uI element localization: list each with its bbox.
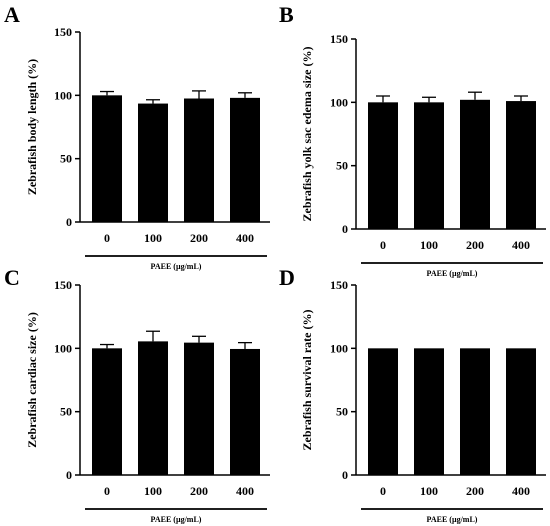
y-tick-label: 50 — [60, 405, 72, 419]
x-tick-label: 100 — [420, 238, 438, 252]
y-tick-label: 50 — [336, 405, 348, 419]
bar — [230, 348, 260, 475]
x-tick-label: 200 — [190, 231, 208, 245]
bar — [414, 348, 444, 475]
panel-b: B 0 50 100 150 Zebrafish yolk sac edema size… — [275, 0, 550, 278]
bar — [184, 98, 214, 222]
y-tick-label: 100 — [330, 95, 348, 109]
y-tick-label: 0 — [342, 468, 348, 482]
bar — [230, 97, 260, 222]
panel-label: B — [279, 2, 294, 27]
bar — [460, 348, 490, 475]
x-tick-label: 400 — [236, 484, 254, 498]
y-tick-label: 150 — [54, 25, 72, 39]
x-axis-title: PAEE (µg/mL) — [151, 515, 202, 524]
y-tick-label: 0 — [66, 468, 72, 482]
y-tick-label: 50 — [60, 152, 72, 166]
y-tick-label: 150 — [330, 278, 348, 292]
x-tick-label: 0 — [104, 231, 110, 245]
panel-d: D 0 50 100 150 Zebrafish survival rate (%) 0 1… — [275, 263, 550, 526]
bar — [368, 348, 398, 475]
y-tick-label: 150 — [330, 32, 348, 46]
x-tick-label: 0 — [380, 238, 386, 252]
panel-label: D — [279, 265, 295, 290]
bar-chart: 0 50 100 150 Zebrafish cardiac size (%) 0 100 2… — [25, 278, 270, 524]
y-tick-label: 50 — [336, 159, 348, 173]
y-tick-label: 100 — [330, 341, 348, 355]
bar-chart: 0 50 100 150 Zebrafish body length (%) 0 100 20… — [25, 25, 270, 271]
y-tick-label: 0 — [66, 215, 72, 229]
bar-chart: 0 50 100 150 Zebrafish survival rate (%) 0 100… — [300, 278, 546, 524]
x-tick-label: 400 — [512, 484, 530, 498]
y-tick-label: 100 — [54, 341, 72, 355]
bar — [138, 103, 168, 222]
bar — [92, 348, 122, 475]
bar — [414, 102, 444, 229]
x-tick-label: 100 — [144, 484, 162, 498]
bar — [138, 341, 168, 475]
x-axis-title: PAEE (µg/mL) — [427, 269, 478, 278]
x-tick-label: 200 — [190, 484, 208, 498]
y-axis-title: Zebrafish body length (%) — [25, 59, 39, 195]
x-tick-label: 0 — [104, 484, 110, 498]
y-tick-label: 100 — [54, 88, 72, 102]
x-axis-title: PAEE (µg/mL) — [427, 515, 478, 524]
x-tick-label: 200 — [466, 484, 484, 498]
x-tick-label: 100 — [144, 231, 162, 245]
x-tick-label: 0 — [380, 484, 386, 498]
x-tick-label: 100 — [420, 484, 438, 498]
x-tick-label: 400 — [236, 231, 254, 245]
panel-label: A — [4, 2, 20, 27]
bar — [184, 342, 214, 475]
panel-a: A 0 50 100 150 Zebrafish body length (%) 0 100… — [0, 0, 275, 271]
y-axis-title: Zebrafish yolk sac edema size (%) — [300, 47, 314, 222]
bar — [506, 348, 536, 475]
panel-label: C — [4, 265, 20, 290]
bar — [506, 101, 536, 229]
x-tick-label: 400 — [512, 238, 530, 252]
bar — [368, 102, 398, 229]
y-tick-label: 150 — [54, 278, 72, 292]
y-axis-title: Zebrafish cardiac size (%) — [25, 312, 39, 448]
bar-chart: 0 50 100 150 Zebrafish yolk sac edema size (… — [300, 32, 546, 278]
bar — [460, 99, 490, 229]
y-axis-title: Zebrafish survival rate (%) — [300, 310, 314, 451]
y-tick-label: 0 — [342, 222, 348, 236]
bar — [92, 95, 122, 222]
x-axis-title: PAEE (µg/mL) — [151, 262, 202, 271]
panel-c: C 0 50 100 150 Zebrafish cardiac size (%) 0 10… — [0, 263, 275, 526]
x-tick-label: 200 — [466, 238, 484, 252]
